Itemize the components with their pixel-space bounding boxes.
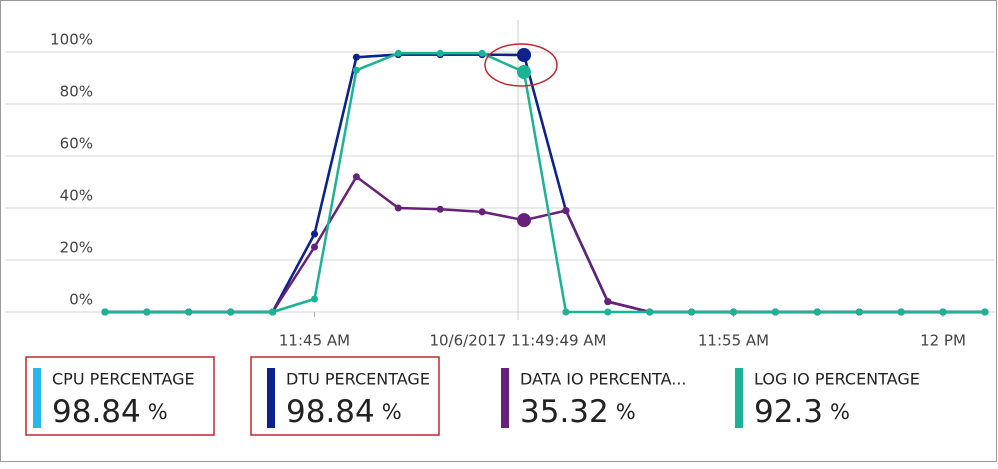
data-point [855, 308, 863, 316]
data-point [562, 207, 570, 215]
tile-number: 92.3 [754, 394, 823, 430]
y-tick-label: 0% [69, 291, 93, 309]
data-point [897, 308, 905, 316]
data-point [604, 298, 612, 306]
data-point [478, 49, 486, 57]
data-point [143, 308, 151, 316]
data-point [352, 66, 360, 74]
y-tick-label: 100% [50, 31, 93, 49]
data-point [227, 308, 235, 316]
y-tick-label: 60% [60, 135, 93, 153]
tile-unit: % [148, 400, 168, 424]
tile-value: 98.84% [52, 394, 168, 430]
tile-name[interactable]: CPU PERCENTAGE [52, 370, 195, 389]
tile-unit: % [616, 400, 636, 424]
data-point [646, 308, 654, 316]
tile-value: 92.3% [754, 394, 850, 430]
data-point [478, 208, 486, 216]
data-point [813, 308, 821, 316]
data-point [269, 308, 277, 316]
highlight-box [25, 356, 215, 436]
data-point [311, 295, 318, 303]
tile-number: 35.32 [520, 394, 609, 430]
cursor-label: 10/6/2017 11:49:49 AM [429, 332, 606, 350]
data-point [939, 308, 947, 316]
tile-swatch [267, 368, 275, 428]
data-point [311, 243, 318, 251]
y-tick-label: 40% [60, 187, 93, 205]
data-point [394, 204, 402, 212]
tile-unit: % [382, 400, 402, 424]
data-point [185, 308, 193, 316]
data-point [771, 308, 779, 316]
x-tick-label: 11:55 AM [698, 332, 769, 350]
tile-swatch [501, 368, 509, 428]
data-point [730, 308, 737, 316]
tile-number: 98.84 [286, 394, 375, 430]
data-point [436, 49, 444, 57]
highlight-ellipse [484, 43, 558, 87]
tile-swatch [735, 368, 743, 428]
tile-value: 98.84% [286, 394, 402, 430]
data-point [517, 213, 531, 228]
data-point [517, 48, 531, 63]
tile-name[interactable]: DTU PERCENTAGE [286, 370, 430, 389]
tile-name[interactable]: LOG IO PERCENTAGE [754, 370, 920, 389]
data-point [394, 49, 402, 57]
data-point [688, 308, 696, 316]
data-point [981, 308, 989, 316]
tile-value: 35.32% [520, 394, 636, 430]
highlight-box [250, 356, 440, 436]
data-point [101, 308, 109, 316]
data-point [517, 65, 531, 80]
plot: 0% 20% 40% 60% 80% 100% 11:45 AM 11:55 AM 12 PM 1… [5, 20, 995, 350]
y-tick-label: 80% [60, 83, 93, 101]
data-point [604, 308, 612, 316]
data-point [311, 230, 318, 238]
data-point [562, 308, 570, 316]
y-tick-label: 20% [60, 239, 93, 257]
tile-name[interactable]: DATA IO PERCENTA... [520, 370, 686, 389]
x-tick-label: 11:45 AM [279, 332, 350, 350]
tile-unit: % [830, 400, 850, 424]
data-point [436, 205, 444, 213]
data-point [352, 173, 360, 181]
x-tick-label: 12 PM [920, 332, 966, 350]
tile-swatch [33, 368, 41, 428]
data-point [352, 53, 360, 61]
series-line [105, 52, 985, 314]
tile-number: 98.84 [52, 394, 141, 430]
tiles: CPU PERCENTAGE 98.84 % DTU PERCENTAGE 98.84%… [33, 368, 920, 430]
